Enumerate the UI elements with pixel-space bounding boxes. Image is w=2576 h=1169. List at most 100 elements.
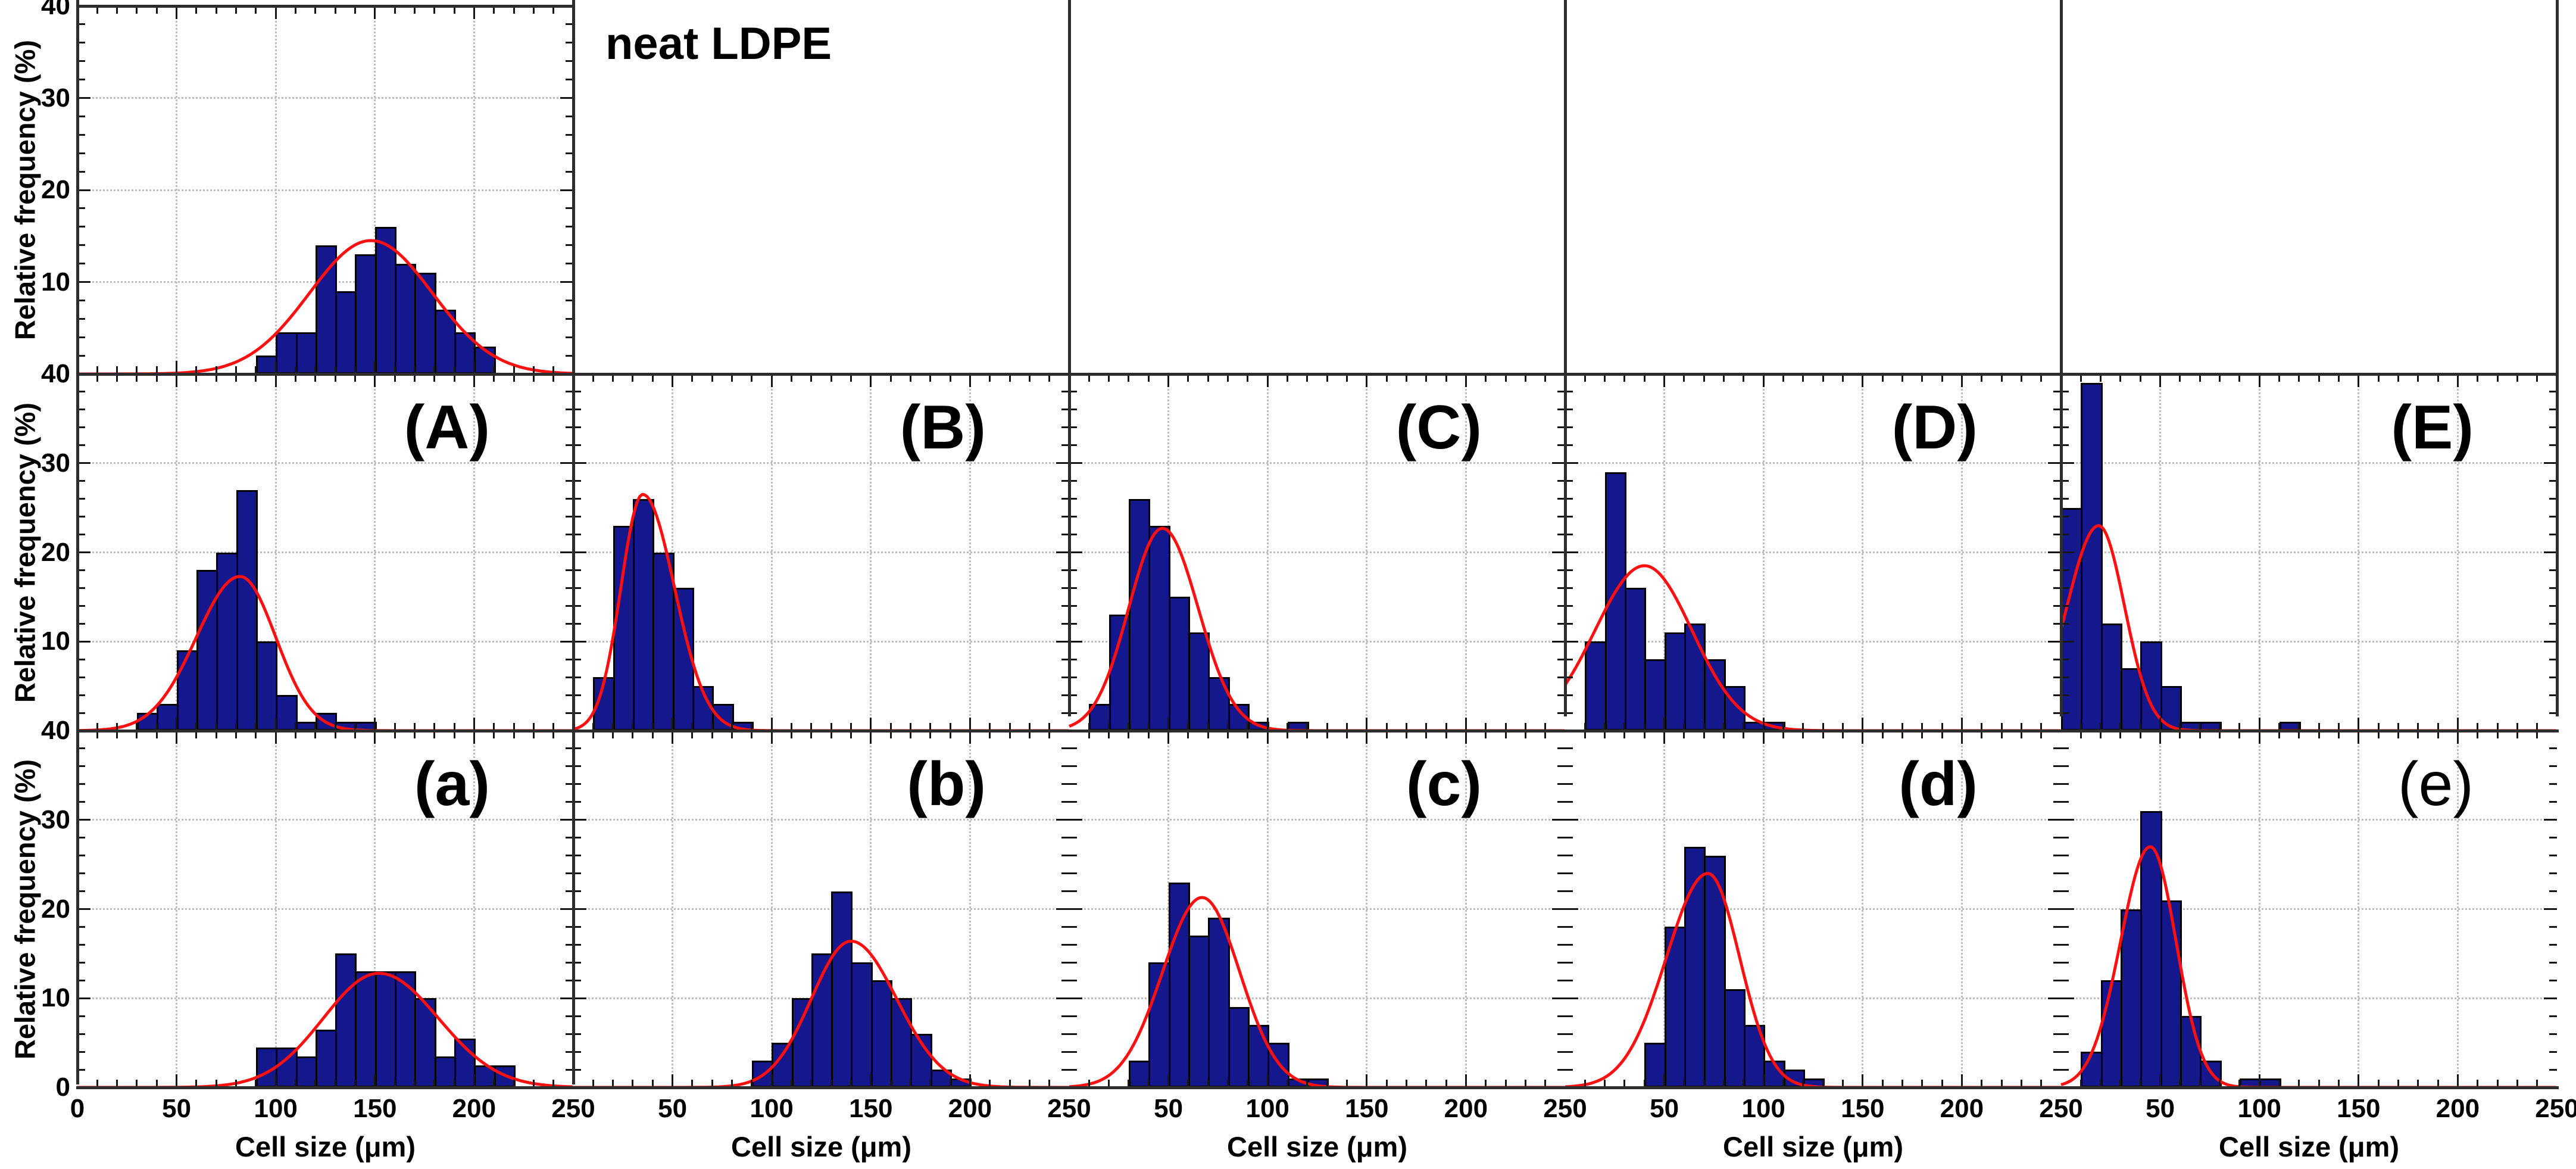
axis-tick (751, 723, 753, 731)
axis-tick (176, 361, 178, 374)
axis-tick (651, 1080, 654, 1087)
axis-tick (770, 718, 773, 731)
histogram-bar (295, 332, 317, 374)
axis-tick (2337, 723, 2340, 731)
axis-tick (453, 1080, 455, 1087)
axis-tick (2358, 731, 2360, 744)
axis-tick (870, 731, 872, 744)
axis-tick (2456, 731, 2459, 744)
axis-tick (1287, 723, 1289, 731)
axis-tick (1557, 480, 1565, 482)
axis-tick (2061, 943, 2069, 946)
axis-tick (77, 979, 85, 981)
axis-tick (552, 374, 555, 382)
axis-tick (195, 731, 198, 738)
axis-tick (255, 374, 257, 382)
axis-tick (532, 366, 535, 374)
axis-tick (751, 374, 753, 382)
axis-tick (2544, 997, 2557, 999)
axis-tick (573, 890, 581, 893)
axis-tick (1623, 374, 1626, 382)
axis-tick (1544, 1080, 1547, 1087)
axis-tick (1069, 872, 1077, 875)
y-tick-label: 30 (41, 83, 70, 113)
axis-tick (77, 640, 90, 643)
axis-tick (1565, 961, 1573, 964)
fit-curve-path (2060, 845, 2556, 1089)
axis-tick (96, 366, 98, 374)
axis-tick (2100, 1080, 2102, 1087)
y-tick-label: 20 (41, 175, 70, 204)
axis-tick (1557, 943, 1565, 946)
axis-tick (394, 731, 396, 738)
axis-tick (1056, 551, 1069, 553)
axis-tick (1565, 391, 1573, 393)
axis-tick (155, 6, 158, 14)
axis-tick (592, 1080, 594, 1087)
axis-tick (215, 723, 217, 731)
axis-tick (770, 731, 773, 744)
axis-tick (573, 391, 581, 393)
axis-tick (77, 79, 85, 81)
axis-tick (1061, 391, 1069, 393)
axis-tick (2020, 374, 2022, 382)
axis-tick (2536, 731, 2538, 738)
x-tick-label: 200 (2436, 1094, 2480, 1123)
axis-tick (453, 366, 455, 374)
axis-tick (1557, 676, 1565, 678)
axis-tick (334, 723, 336, 731)
axis-tick (770, 1074, 773, 1087)
histogram-bar (374, 226, 397, 374)
axis-tick (1108, 374, 1110, 382)
gridline-horizontal (1069, 819, 1565, 821)
fit-curve (2059, 524, 2556, 732)
axis-tick (1326, 1080, 1328, 1087)
axis-tick (2061, 819, 2074, 821)
axis-tick (1557, 890, 1565, 893)
fit-curve-path (573, 940, 1069, 1089)
axis-tick (1604, 1080, 1606, 1087)
axis-tick (909, 723, 911, 731)
axis-tick (1028, 1080, 1031, 1087)
axis-tick (2020, 1080, 2022, 1087)
axis-tick (2061, 765, 2069, 768)
y-tick-label: 30 (41, 805, 70, 834)
axis-tick (195, 366, 198, 374)
axis-tick (2048, 997, 2061, 999)
axis-tick (810, 731, 813, 738)
axis-tick (1565, 1050, 1573, 1053)
panel-c: (c) (1069, 731, 1565, 1089)
gridline-horizontal (77, 819, 573, 821)
axis-tick (2061, 444, 2069, 447)
axis-tick (1557, 1068, 1565, 1071)
axis-tick (2053, 1015, 2061, 1017)
axis-tick (573, 979, 581, 981)
axis-tick (566, 498, 573, 500)
y-tick-label: 40 (41, 359, 70, 388)
axis-tick (2549, 676, 2557, 678)
axis-tick (2061, 426, 2069, 429)
panel-d: (d) (1565, 731, 2061, 1089)
axis-tick (295, 1080, 297, 1087)
axis-tick (552, 731, 555, 738)
axis-tick (2199, 1080, 2201, 1087)
axis-tick (136, 374, 138, 382)
histogram-bar (1723, 989, 1746, 1087)
axis-tick (2318, 731, 2320, 738)
axis-tick (453, 374, 455, 382)
axis-tick (2238, 374, 2241, 382)
axis-tick (77, 498, 85, 500)
axis-tick (1743, 731, 1745, 738)
axis-tick (566, 979, 573, 981)
axis-tick (1128, 723, 1130, 731)
axis-tick (1147, 731, 1150, 738)
axis-tick (1069, 534, 1077, 536)
axis-tick (1069, 819, 1082, 821)
axis-tick (77, 819, 90, 821)
axis-tick (2549, 1033, 2557, 1035)
fit-curve (573, 940, 1069, 1089)
x-tick-label: 200 (948, 1094, 992, 1123)
axis-tick (2238, 1080, 2241, 1087)
axis-tick (1306, 731, 1309, 738)
axis-tick (77, 569, 85, 571)
